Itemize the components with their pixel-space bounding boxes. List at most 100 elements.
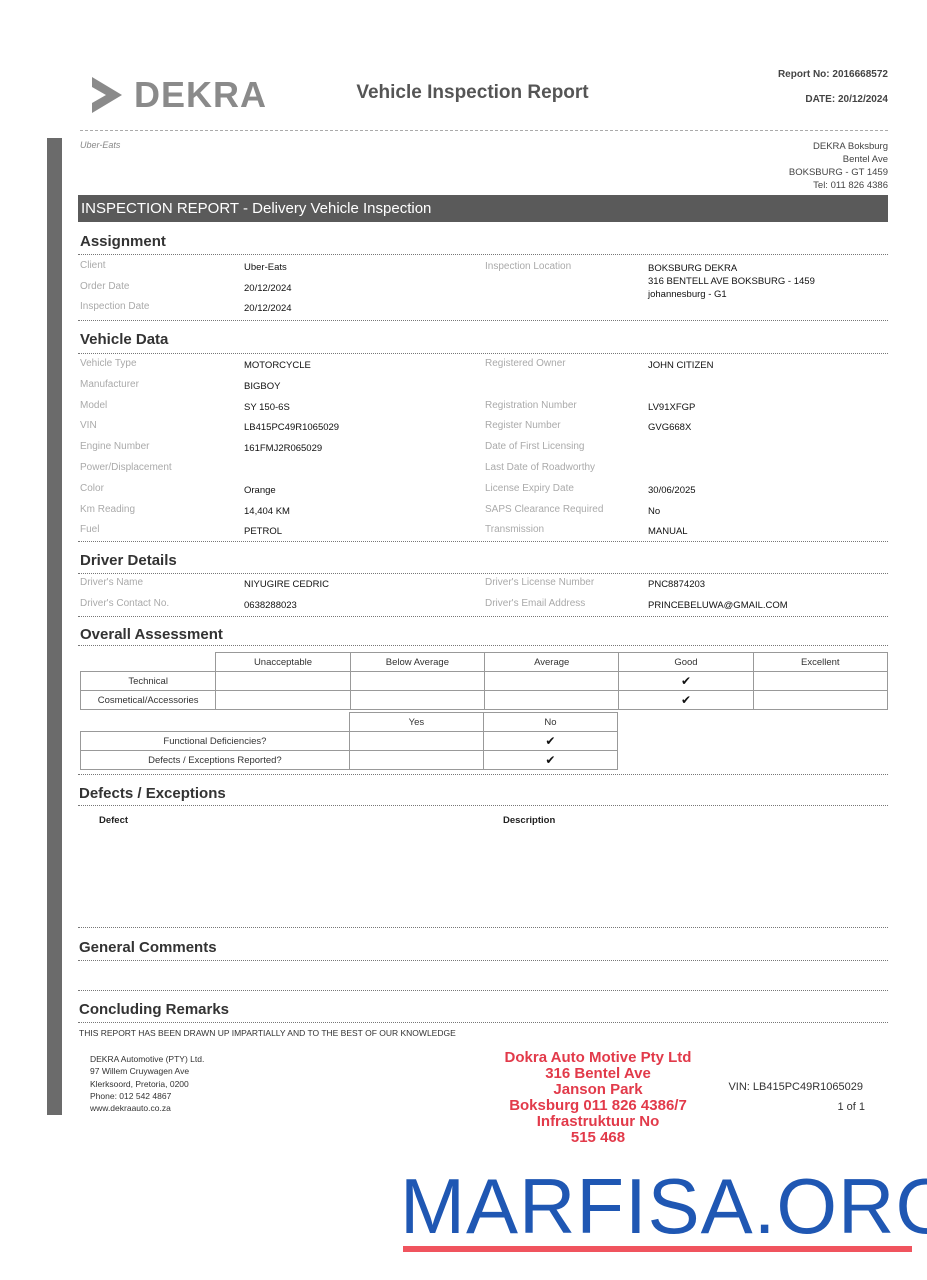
dekra-chevron-icon xyxy=(92,77,122,113)
rating-cell: ✔ xyxy=(482,731,619,751)
divider xyxy=(78,616,888,617)
field-label: Order Date xyxy=(80,280,130,292)
text-line: DEKRA Boksburg xyxy=(813,141,888,152)
footer-address: DEKRA Automotive (PTY) Ltd. 97 Willem Cru… xyxy=(90,1053,204,1114)
defect-column-header: Defect xyxy=(99,815,129,826)
divider xyxy=(78,320,888,321)
rating-cell: ✔ xyxy=(618,690,754,710)
rating-cell xyxy=(348,750,484,770)
row-label: Functional Deficiencies? xyxy=(80,731,350,751)
checkmark-icon: ✔ xyxy=(680,674,691,688)
inspection-location-value: BOKSBURG DEKRA 316 BENTELL AVE BOKSBURG -… xyxy=(648,262,815,301)
client-tag: Uber-Eats xyxy=(80,140,121,150)
general-comments-heading: General Comments xyxy=(79,939,217,956)
field-label: Register Number xyxy=(485,420,561,432)
field-value: 161FMJ2R065029 xyxy=(244,443,323,455)
table-row: Defects / Exceptions Reported? ✔ xyxy=(80,750,619,770)
field-value: 30/06/2025 xyxy=(648,484,696,496)
concluding-remarks-heading: Concluding Remarks xyxy=(79,1001,230,1018)
text-line: johannesburg - G1 xyxy=(648,289,727,300)
text-line: BOKSBURG - GT 1459 xyxy=(788,167,888,178)
text-line: 316 BENTELL AVE BOKSBURG - 1459 xyxy=(648,276,815,287)
rating-cell: ✔ xyxy=(618,671,754,691)
header-row: Yes No xyxy=(81,712,619,732)
row-label: Cosmetical/Accessories xyxy=(79,690,217,710)
empty-cell xyxy=(81,653,216,672)
field-label: Registration Number xyxy=(485,399,577,411)
empty-cell xyxy=(81,713,350,732)
logo-text: DEKRA xyxy=(134,74,268,115)
watermark: MARFISA.ORG xyxy=(400,1162,927,1250)
table-row: Cosmetical/Accessories ✔ xyxy=(79,690,889,710)
column-header: Below Average xyxy=(349,652,486,672)
footer-vin: VIN: LB415PC49R1065029 xyxy=(728,1081,863,1093)
field-label: Client xyxy=(80,260,106,271)
section-banner: INSPECTION REPORT - Delivery Vehicle Ins… xyxy=(78,195,888,222)
field-label: Driver's Email Address xyxy=(485,597,586,609)
field-value: LB415PC49R1065029 xyxy=(244,422,340,434)
field-value: Orange xyxy=(244,484,276,496)
field-label: Last Date of Roadworthy xyxy=(485,462,596,473)
rating-cell xyxy=(752,671,889,691)
column-header: Average xyxy=(484,652,620,672)
field-label: Fuel xyxy=(80,524,100,536)
rating-cell xyxy=(215,690,351,710)
report-title: Vehicle Inspection Report xyxy=(356,82,589,103)
field-value: GVG668X xyxy=(648,422,692,434)
text-line: Dokra Auto Motive Pty Ltd xyxy=(504,1049,692,1066)
assessment-rating-table: Unacceptable Below Average Average Good Exce… xyxy=(79,652,889,710)
report-number: Report No: 2016668572 xyxy=(777,69,888,80)
column-header: Excellent xyxy=(752,652,889,672)
field-value: PETROL xyxy=(244,526,283,538)
rating-cell xyxy=(752,690,889,710)
scan-edge-bar xyxy=(47,138,62,1115)
divider xyxy=(80,130,888,131)
field-label: VIN xyxy=(80,420,97,432)
field-label: Date of First Licensing xyxy=(485,441,585,453)
field-label: License Expiry Date xyxy=(485,482,574,494)
field-value: Uber-Eats xyxy=(244,262,287,273)
rating-cell xyxy=(484,690,620,710)
text-line: www.dekraauto.co.za xyxy=(90,1103,171,1114)
overall-assessment-heading: Overall Assessment xyxy=(80,626,223,643)
text-line: 97 Willem Cruywagen Ave xyxy=(90,1066,190,1077)
text-line: Klerksoord, Pretoria, 0200 xyxy=(90,1078,189,1089)
checkmark-icon: ✔ xyxy=(680,693,691,707)
field-label: Transmission xyxy=(485,524,545,536)
rating-cell xyxy=(348,731,484,751)
description-column-header: Description xyxy=(503,815,556,826)
checkmark-icon: ✔ xyxy=(545,753,556,767)
field-value: JOHN CITIZEN xyxy=(648,360,714,371)
divider xyxy=(78,927,888,928)
field-label: Km Reading xyxy=(80,503,136,515)
field-label: Vehicle Type xyxy=(80,358,137,369)
table-row: Functional Deficiencies? ✔ xyxy=(80,731,619,751)
text-line: Tel: 011 826 4386 xyxy=(813,180,888,191)
field-value: 0638288023 xyxy=(244,599,297,611)
field-label: SAPS Clearance Required xyxy=(485,503,604,515)
divider xyxy=(78,774,888,775)
rating-cell xyxy=(349,690,486,710)
field-value: MOTORCYCLE xyxy=(244,360,311,371)
field-label: Color xyxy=(80,482,104,494)
rating-cell xyxy=(484,671,620,691)
header-row: Unacceptable Below Average Average Good Exce… xyxy=(81,652,889,672)
page-number: 1 of 1 xyxy=(837,1101,865,1113)
row-label: Technical xyxy=(79,671,217,691)
checkmark-icon: ✔ xyxy=(545,734,556,748)
report-date: DATE: 20/12/2024 xyxy=(805,94,888,105)
field-value: 20/12/2024 xyxy=(244,282,292,294)
field-value: PNC8874203 xyxy=(648,579,706,590)
field-value: SY 150-6S xyxy=(244,401,290,413)
rating-cell xyxy=(349,671,486,691)
field-label: Driver's Contact No. xyxy=(80,597,170,609)
field-label: Power/Displacement xyxy=(80,462,172,473)
field-label: Registered Owner xyxy=(485,358,566,369)
field-label: Driver's Name xyxy=(80,577,144,588)
text-line: 515 468 xyxy=(570,1129,626,1146)
divider xyxy=(78,960,888,961)
field-value: MANUAL xyxy=(648,526,688,538)
company-stamp: Dokra Auto Motive Pty Ltd 316 Bentel Ave J… xyxy=(478,1050,718,1146)
field-label: Driver's License Number xyxy=(485,577,595,588)
defects-heading: Defects / Exceptions xyxy=(79,785,226,802)
